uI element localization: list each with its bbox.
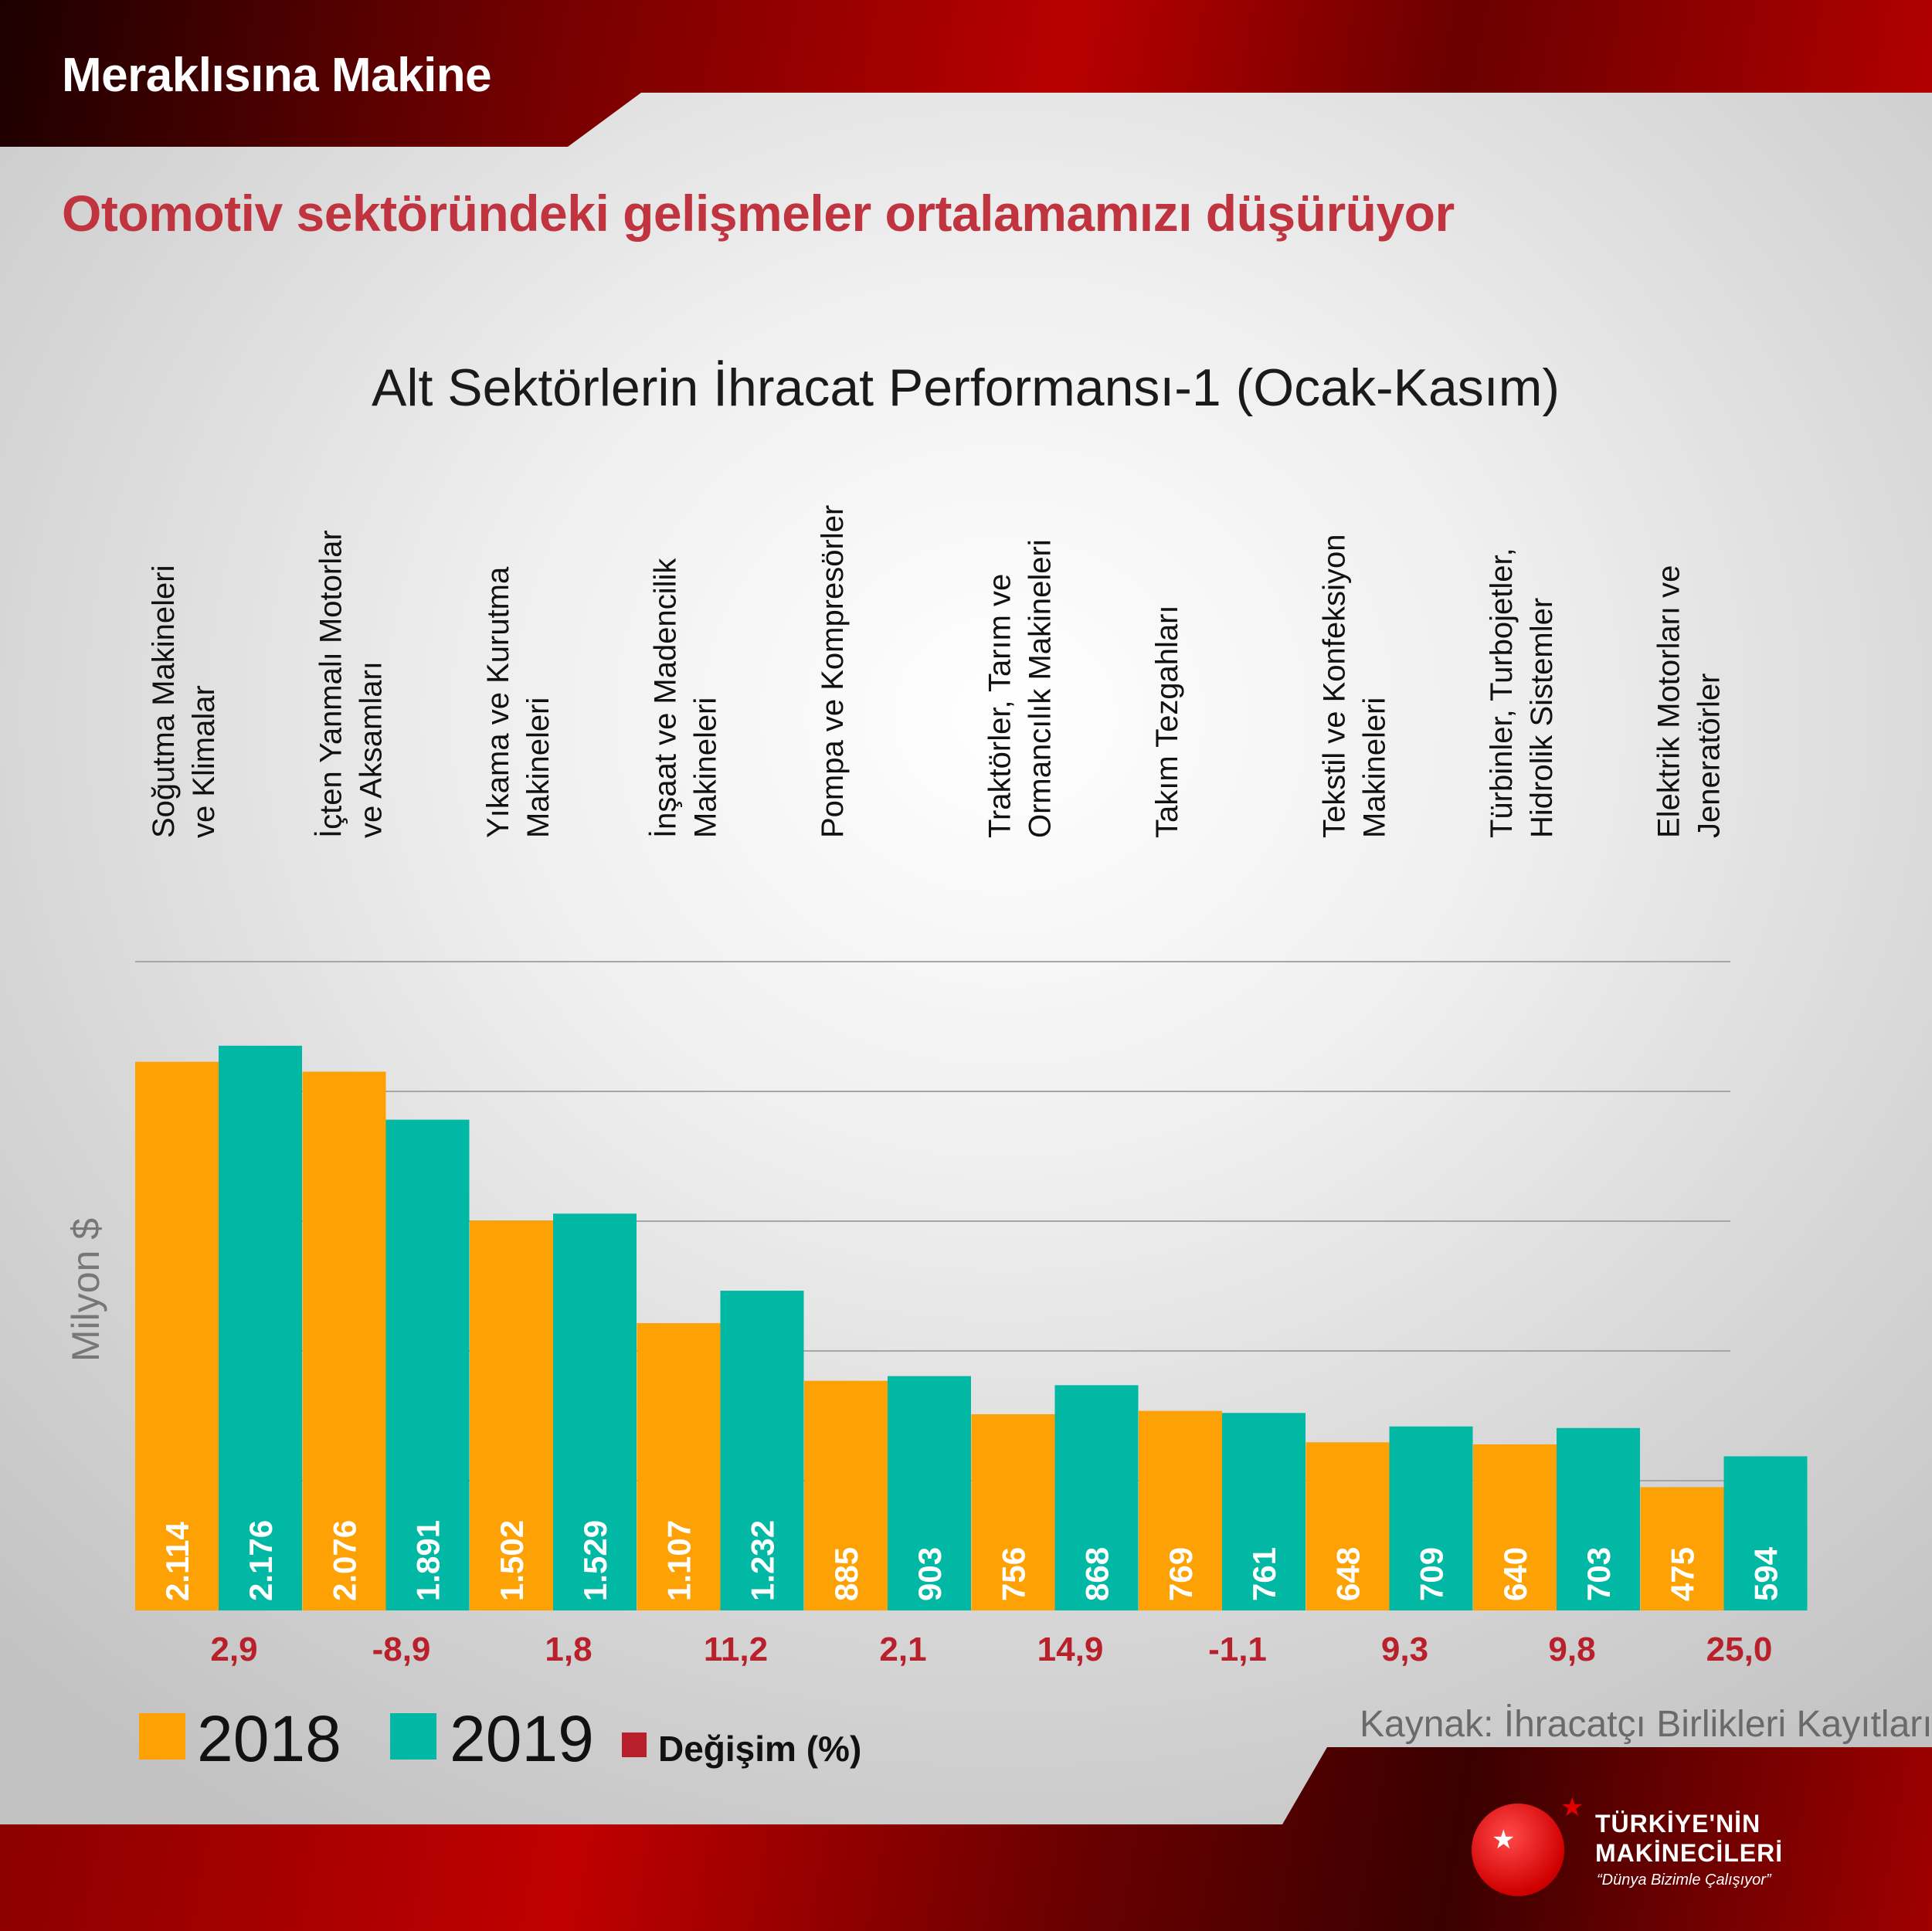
bar-2019 <box>1389 1426 1473 1610</box>
source-note: Kaynak: İhracatçı Birlikleri Kayıtları <box>1360 1704 1932 1745</box>
change-values: 2,9 -8,9 1,8 11,2 2,1 14,9 -1,1 9,3 9,8 25,0 <box>210 1631 1772 1668</box>
category-label: Tekstil ve Konfeksiyon Makineleri <box>1318 534 1392 838</box>
legend-label-2018: 2018 <box>197 1702 341 1775</box>
data-label-2019: 703 <box>1581 1547 1617 1601</box>
legend: 2018 2019 Değişim (%) <box>139 1702 861 1775</box>
legend-label-2019: 2019 <box>450 1702 594 1775</box>
data-label-2019: 1.232 <box>745 1520 781 1601</box>
data-label-2019: 903 <box>912 1547 948 1601</box>
change-value: 25,0 <box>1706 1631 1773 1668</box>
change-value: -8,9 <box>372 1631 431 1668</box>
star-icon: ★ <box>1560 1793 1584 1822</box>
legend-swatch-change <box>622 1732 647 1757</box>
category-label: İçten Yanmalı Motorlar ve Aksamları <box>314 530 389 838</box>
bar-2019 <box>720 1291 804 1610</box>
bar-2018 <box>971 1413 1055 1610</box>
logo-slogan: “Dünya Bizimle Çalışıyor” <box>1597 1872 1771 1889</box>
change-value: 9,3 <box>1381 1631 1428 1668</box>
bar-2019 <box>385 1119 470 1610</box>
category-label: Pompa ve Kompresörler <box>816 505 850 838</box>
change-value: 14,9 <box>1037 1631 1104 1668</box>
data-label-2018: 885 <box>828 1547 864 1601</box>
bar-2018 <box>135 1061 219 1610</box>
change-value: 2,9 <box>210 1631 257 1668</box>
data-label-2019: 709 <box>1414 1547 1450 1601</box>
category-label: Takım Tezgahları <box>1150 605 1184 838</box>
y-axis-label: Milyon $ <box>64 1218 107 1362</box>
change-value: -1,1 <box>1208 1631 1267 1668</box>
legend-swatch-2018 <box>139 1713 185 1760</box>
bar-2019 <box>1222 1413 1306 1610</box>
bar-2019 <box>553 1213 637 1610</box>
change-value: 11,2 <box>704 1631 768 1668</box>
logo-line1: TÜRKİYE'NİN <box>1595 1810 1761 1838</box>
data-label-2018: 756 <box>996 1547 1032 1601</box>
data-label-2019: 868 <box>1079 1547 1115 1601</box>
bar-2018 <box>302 1071 386 1610</box>
data-label-2019: 2.176 <box>243 1520 279 1601</box>
bar-2019 <box>219 1045 302 1610</box>
data-label-2019: 761 <box>1246 1547 1282 1601</box>
bar-2018 <box>1306 1442 1390 1610</box>
data-label-2018: 475 <box>1665 1547 1701 1601</box>
category-label: Elektrik Motorları ve Jeneratörler <box>1652 565 1727 838</box>
data-label-2018: 1.107 <box>661 1520 698 1601</box>
data-label-2018: 1.502 <box>494 1520 530 1601</box>
bar-2018 <box>1139 1410 1222 1610</box>
change-value: 2,1 <box>879 1631 926 1668</box>
bar-2018 <box>804 1380 888 1610</box>
data-label-2018: 648 <box>1330 1547 1367 1601</box>
legend-swatch-2019 <box>390 1713 436 1760</box>
bars: 2.114 2.176 2.076 1.891 1.502 1.529 1.107 1.232… <box>135 1045 1808 1610</box>
data-label-2019: 1.529 <box>577 1520 613 1601</box>
category-labels: Soğutma Makineleri ve Klimalar İçten Yanma… <box>147 505 1727 838</box>
change-value: 1,8 <box>545 1631 592 1668</box>
change-value: 9,8 <box>1548 1631 1595 1668</box>
data-label-2019: 594 <box>1748 1546 1784 1601</box>
data-label-2018: 2.114 <box>159 1522 195 1601</box>
data-label-2018: 640 <box>1497 1547 1533 1601</box>
brand-title: Meraklısına Makine <box>62 49 492 102</box>
data-label-2018: 2.076 <box>327 1520 363 1601</box>
logo-circle: ★ <box>1472 1804 1564 1896</box>
star-icon: ★ <box>1492 1825 1516 1855</box>
chart-title: Alt Sektörlerin İhracat Performansı-1 (O… <box>372 358 1560 417</box>
headline: Otomotiv sektöründeki gelişmeler ortalam… <box>62 185 1455 242</box>
category-label: Türbinler, Turbojetler, Hidrolik Sistemle… <box>1485 548 1559 838</box>
category-label: Yıkama ve Kurutma Makineleri <box>481 566 555 838</box>
brand-logo: ★ ★ TÜRKİYE'NİN MAKİNECİLERİ “Dünya Bizi… <box>1472 1788 1796 1904</box>
bar-2019 <box>1557 1427 1640 1610</box>
category-label: İnşaat ve Madencilik Makineleri <box>648 558 723 838</box>
legend-label-change: Değişim (%) <box>658 1729 861 1769</box>
bar-2019 <box>1723 1456 1808 1610</box>
data-label-2019: 1.891 <box>410 1520 446 1601</box>
data-label-2018: 769 <box>1163 1547 1199 1601</box>
bar-2019 <box>888 1376 971 1610</box>
bar-2019 <box>1054 1385 1139 1610</box>
category-label: Traktörler, Tarım ve Ormancılık Makineler… <box>983 539 1058 838</box>
bar-2018 <box>1640 1487 1724 1610</box>
category-label: Soğutma Makineleri ve Klimalar <box>147 565 221 839</box>
bar-2018 <box>470 1220 553 1610</box>
logo-line2: MAKİNECİLERİ <box>1595 1839 1784 1867</box>
bar-2018 <box>1473 1444 1557 1610</box>
bar-2018 <box>637 1323 721 1610</box>
